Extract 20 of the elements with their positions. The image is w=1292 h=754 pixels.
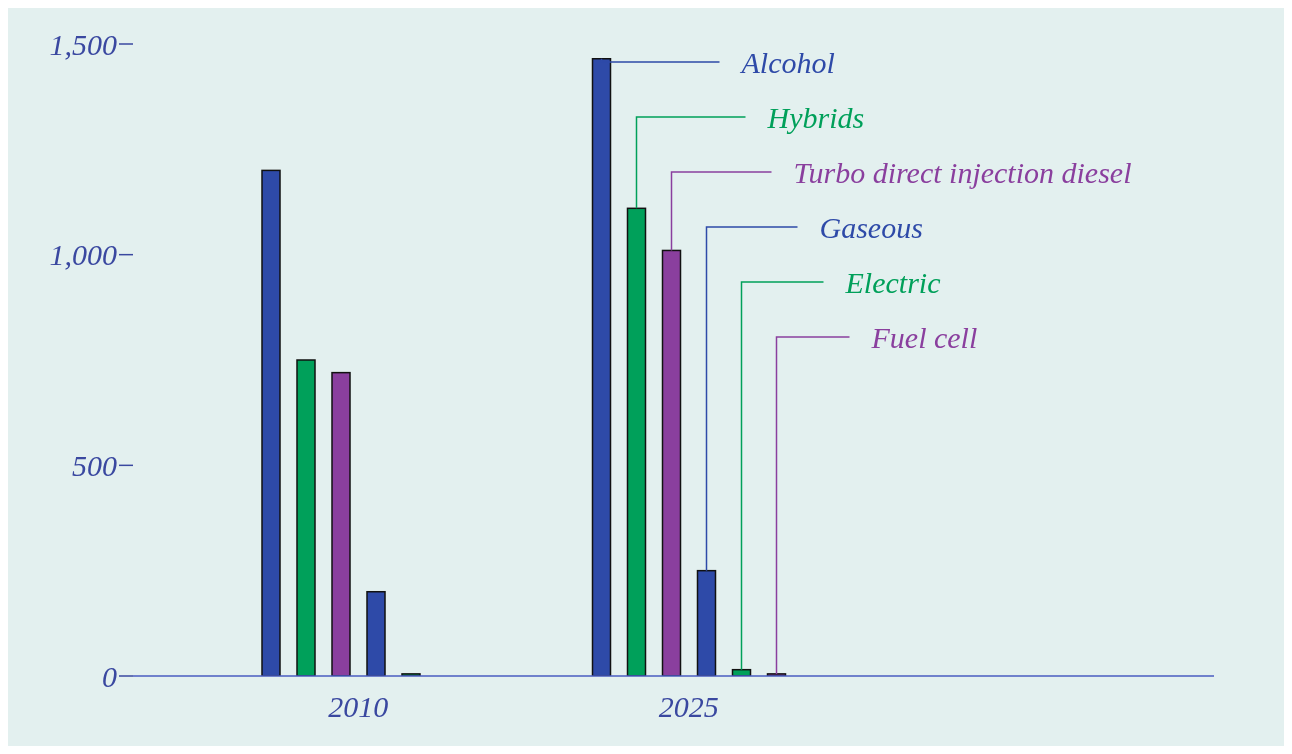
text: Gaseous (819, 210, 923, 244)
legend-label: Alcohol (739, 45, 835, 79)
bar (331, 371, 351, 676)
x-tick-label: 2025 (658, 690, 719, 724)
text: Electric (844, 265, 941, 299)
y-tick-label: 1,000 (49, 238, 117, 272)
y-tick-label: 500 (72, 448, 117, 482)
bar (261, 169, 281, 676)
text: Hybrids (766, 100, 865, 134)
x-tick-label: 2010 (328, 690, 389, 724)
bar (366, 590, 386, 676)
y-tick-label: 1,500 (49, 27, 117, 61)
bar (591, 58, 612, 676)
bar (661, 249, 682, 676)
bar (296, 359, 316, 676)
bar (696, 569, 717, 676)
text: Fuel cell (870, 320, 978, 354)
bar (626, 207, 647, 676)
text: Turbo direct injection diesel (793, 155, 1132, 189)
y-tick-label: 0 (102, 659, 117, 693)
